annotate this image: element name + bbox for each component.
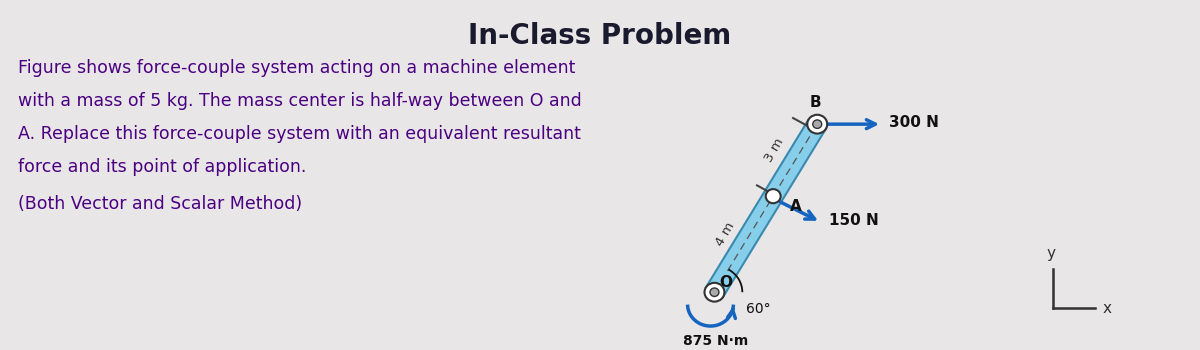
Text: 4 m: 4 m — [713, 219, 737, 248]
Text: Figure shows force-couple system acting on a machine element: Figure shows force-couple system acting … — [18, 59, 575, 77]
Circle shape — [766, 189, 781, 203]
Text: 150 N: 150 N — [828, 213, 878, 228]
Circle shape — [710, 288, 719, 296]
Text: 60°: 60° — [746, 302, 770, 316]
Text: 875 N·m: 875 N·m — [683, 334, 748, 348]
Circle shape — [812, 120, 822, 128]
Circle shape — [808, 115, 827, 134]
Text: with a mass of 5 kg. The mass center is half-way between O and: with a mass of 5 kg. The mass center is … — [18, 92, 582, 110]
Text: In-Class Problem: In-Class Problem — [468, 22, 732, 50]
Text: 3 m: 3 m — [763, 135, 787, 164]
Text: A. Replace this force-couple system with an equivalent resultant: A. Replace this force-couple system with… — [18, 125, 581, 143]
Text: (Both Vector and Scalar Method): (Both Vector and Scalar Method) — [18, 195, 302, 214]
Text: y: y — [1046, 246, 1056, 261]
Text: B: B — [810, 95, 821, 110]
Text: x: x — [1103, 301, 1111, 316]
Text: 300 N: 300 N — [889, 115, 938, 130]
Circle shape — [704, 283, 725, 302]
Text: force and its point of application.: force and its point of application. — [18, 158, 306, 176]
Polygon shape — [706, 119, 826, 297]
Text: O: O — [720, 275, 732, 290]
Text: A: A — [790, 199, 802, 214]
